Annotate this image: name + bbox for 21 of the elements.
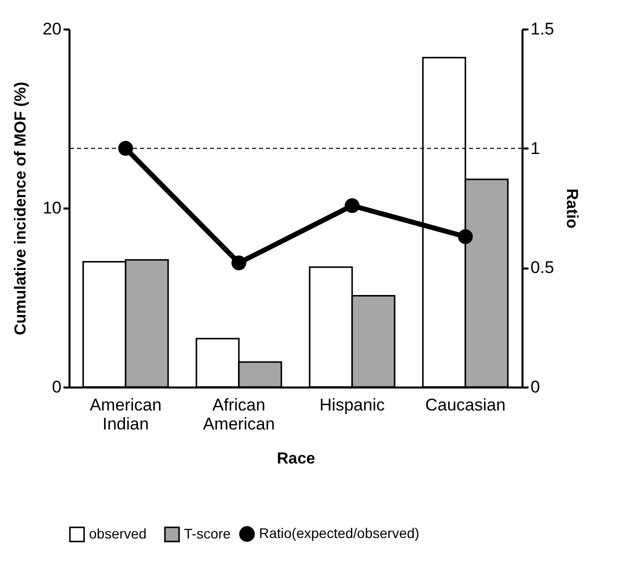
y2-tick-label: 1.5 [530,20,554,38]
x-tick-label: African American [202,396,275,434]
x-tick-label: American Indian [90,396,162,434]
y2-tick-label: 0 [530,378,540,396]
y-tick-label: 20 [42,20,62,38]
y-tick-label: 0 [52,378,62,396]
legend-label: Ratio(expected/observed) [259,525,420,541]
y2-tick-label: 1 [530,138,540,158]
y-tick-label: 10 [42,198,62,218]
x-tick-label: Caucasian [425,396,506,414]
x-tick-label: Hispanic [320,396,386,414]
point [231,255,246,270]
y-axis-title: Cumulative incidence of MOF (%) [12,82,30,336]
legend-label: T-score [184,525,231,542]
y2-tick-label: 0.5 [530,258,554,278]
point [344,198,360,214]
x-axis-title: Race [276,450,316,468]
legend-label: observed [89,525,147,542]
y2-axis-title: Ratio [563,188,580,229]
point [118,140,134,156]
point [458,229,473,244]
